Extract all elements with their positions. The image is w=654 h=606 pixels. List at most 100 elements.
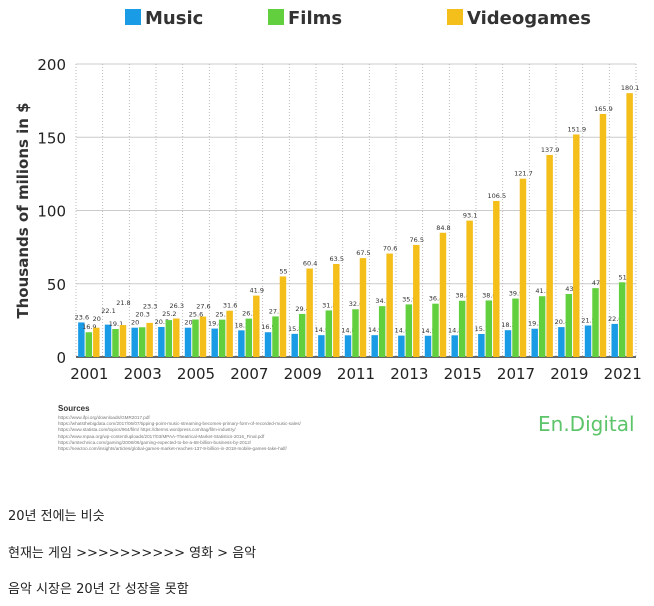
data-label: 14.9: [315, 326, 329, 334]
source-link[interactable]: https://newzoo.com/insights/articles/glo…: [58, 446, 287, 452]
x-tick-label: 2003: [124, 365, 162, 383]
data-label: 25.5: [215, 311, 229, 319]
data-label: 55: [279, 267, 287, 275]
bar-videogames-2010: [333, 263, 340, 357]
x-tick-label: 2017: [497, 365, 535, 383]
bar-videogames-2018: [546, 154, 553, 357]
data-label: 22.6: [608, 315, 622, 323]
bar-videogames-2008: [279, 276, 287, 357]
bar-videogames-2021: [626, 93, 633, 357]
data-label: 67.5: [356, 249, 370, 257]
data-label: 36.4: [429, 295, 443, 303]
data-label: 26.3: [170, 302, 184, 310]
bar-videogames-2014: [439, 232, 447, 357]
data-label: 20.3: [135, 311, 149, 319]
bar-films-2002: [112, 329, 119, 357]
data-label: 14.8: [448, 326, 462, 334]
bar-music-2008: [264, 332, 272, 357]
logo: En.Digital: [538, 412, 635, 436]
bar-films-2014: [432, 303, 439, 357]
bar-music-2005: [184, 327, 192, 357]
data-label: 60.4: [303, 260, 317, 268]
bar-music-2006: [211, 328, 218, 357]
data-label: 38.6: [482, 291, 496, 299]
data-label: 19.3: [528, 320, 542, 328]
legend-swatch-music: [125, 9, 141, 25]
data-label: 25.6: [189, 310, 203, 318]
data-label: 70.6: [383, 245, 397, 253]
source-link[interactable]: https://www.mpaa.org/wp-content/uploads/…: [58, 433, 265, 439]
data-label: 31.6: [223, 302, 237, 310]
bar-music-2017: [504, 330, 512, 357]
legend-swatch-films: [268, 9, 284, 25]
source-link[interactable]: https://www.statista.com/topics/964/film…: [58, 427, 236, 433]
y-tick-label: 50: [47, 276, 66, 294]
bar-films-2021: [618, 282, 626, 357]
data-label: 93.1: [463, 212, 477, 220]
data-label: 43: [565, 285, 573, 293]
data-label: 16.9: [82, 323, 96, 331]
y-tick-label: 200: [37, 56, 66, 74]
data-label: 14.9: [368, 326, 382, 334]
bar-music-2018: [531, 328, 538, 357]
bar-films-2012: [378, 306, 386, 357]
bar-videogames-2004: [173, 318, 180, 357]
x-tick-label: 2005: [177, 365, 215, 383]
bar-videogames-2006: [226, 310, 233, 357]
data-label: 18.3: [501, 321, 515, 329]
data-label: 47: [592, 279, 600, 287]
data-label: 41.9: [250, 287, 264, 295]
x-tick-label: 2015: [444, 365, 482, 383]
bar-videogames-2017: [519, 178, 527, 357]
legend-label: Videogames: [467, 8, 591, 29]
data-label: 20.4: [555, 318, 569, 326]
data-label: 20: [131, 319, 139, 327]
bar-music-2014: [424, 335, 432, 357]
data-label: 180.1: [621, 84, 640, 92]
bar-music-2013: [398, 335, 405, 357]
x-tick-label: 2009: [284, 365, 322, 383]
bar-videogames-2012: [386, 253, 393, 357]
data-label: 76.5: [410, 236, 424, 244]
bar-videogames-2005: [199, 316, 207, 357]
legend-label: Films: [288, 8, 342, 29]
bar-music-2020: [584, 325, 592, 357]
y-tick-label: 0: [56, 349, 66, 367]
bar-films-2010: [325, 310, 333, 357]
legend-label: Music: [145, 8, 203, 29]
bar-music-2012: [371, 335, 378, 357]
bar-music-2001: [78, 322, 85, 357]
bar-films-2009: [298, 313, 306, 357]
bar-music-2002: [104, 324, 112, 357]
x-tick-label: 2019: [550, 365, 588, 383]
y-axis-title: Thousands of milions in $: [14, 102, 32, 318]
bar-chart: Music Films Videogames 0 50 100 150 200 Thousand…: [14, 8, 642, 383]
bar-films-2006: [218, 319, 226, 357]
bar-music-2021: [611, 323, 618, 357]
bar-films-2005: [192, 319, 199, 357]
data-label: 21.5: [581, 317, 595, 325]
post-line-2: 현재는 게임 >>>>>>>>>> 영화 > 음악: [8, 546, 257, 561]
data-label: 23.3: [143, 303, 157, 311]
x-tick-label: 2007: [230, 365, 268, 383]
data-label: 26.2: [242, 310, 256, 318]
bar-films-2013: [405, 304, 413, 357]
data-label: 25.2: [162, 310, 176, 318]
bar-music-2010: [318, 335, 325, 357]
bar-films-2017: [512, 298, 519, 357]
source-link[interactable]: https://whatsthebigdata.com/2017/06/07/t…: [58, 421, 301, 427]
y-tick-label: 100: [37, 203, 66, 221]
data-label: 84.8: [436, 224, 450, 232]
y-tick-label: 150: [37, 129, 66, 147]
source-link[interactable]: https://www.ifpi.org/downloads/GMR2017.p…: [58, 415, 150, 420]
x-tick-label: 2011: [337, 365, 375, 383]
data-label: 151.9: [567, 125, 586, 133]
data-label: 51: [619, 273, 627, 281]
data-label: 106.5: [487, 192, 506, 200]
data-label: 29.4: [295, 305, 309, 313]
bar-videogames-2007: [253, 295, 260, 357]
data-label: 20.5: [155, 318, 169, 326]
data-label: 16.9: [261, 323, 275, 331]
data-label: 18.2: [235, 321, 249, 329]
source-link[interactable]: https://arstechnica.com/gaming/2008/06/g…: [58, 439, 252, 445]
